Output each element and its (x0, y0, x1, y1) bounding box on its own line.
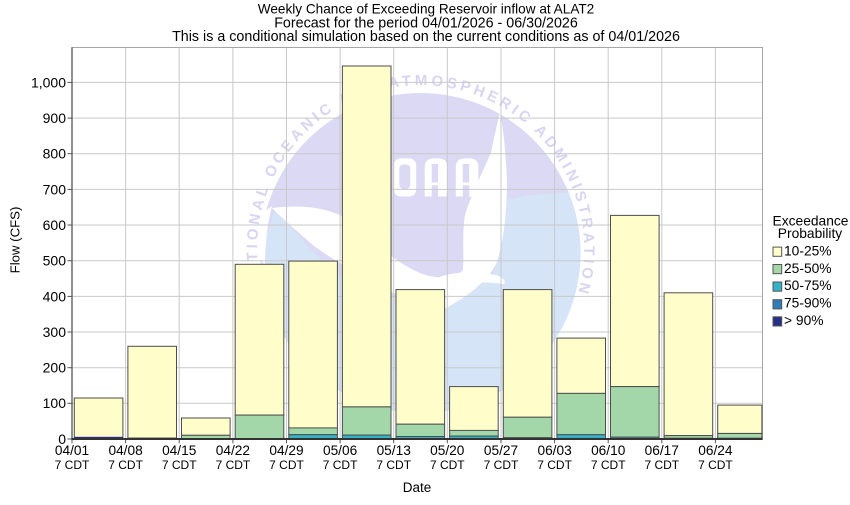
svg-text:05/27: 05/27 (484, 443, 518, 458)
svg-text:200: 200 (43, 360, 67, 376)
svg-text:7 CDT: 7 CDT (323, 458, 358, 472)
svg-text:400: 400 (43, 288, 67, 304)
svg-text:1,000: 1,000 (31, 74, 66, 90)
svg-text:7 CDT: 7 CDT (162, 458, 197, 472)
svg-text:7 CDT: 7 CDT (269, 458, 304, 472)
svg-text:25-50%: 25-50% (784, 261, 832, 276)
svg-text:04/29: 04/29 (269, 443, 303, 458)
svg-text:Forecast for the period 04/01/: Forecast for the period 04/01/2026 - 06/… (274, 15, 578, 31)
svg-text:04/08: 04/08 (108, 443, 143, 458)
svg-text:7 CDT: 7 CDT (644, 458, 679, 472)
svg-text:7 CDT: 7 CDT (591, 458, 626, 472)
svg-text:Weekly Chance of Exceeding Res: Weekly Chance of Exceeding Reservoir inf… (258, 1, 594, 16)
svg-text:05/13: 05/13 (377, 443, 412, 458)
svg-text:100: 100 (43, 395, 67, 411)
svg-text:Date: Date (403, 480, 432, 495)
svg-text:This is a conditional simulati: This is a conditional simulation based o… (172, 29, 680, 45)
svg-text:05/20: 05/20 (430, 443, 465, 458)
svg-text:10-25%: 10-25% (784, 243, 832, 258)
svg-text:06/03: 06/03 (537, 443, 572, 458)
svg-text:06/10: 06/10 (591, 443, 626, 458)
svg-text:> 90%: > 90% (784, 313, 824, 328)
svg-text:04/22: 04/22 (216, 443, 250, 458)
svg-text:7 CDT: 7 CDT (55, 458, 90, 472)
svg-text:700: 700 (43, 181, 67, 197)
svg-text:Flow (CFS): Flow (CFS) (8, 207, 23, 274)
svg-text:75-90%: 75-90% (784, 296, 832, 311)
svg-text:800: 800 (43, 146, 67, 162)
svg-text:7 CDT: 7 CDT (537, 458, 572, 472)
svg-text:900: 900 (43, 110, 67, 126)
svg-text:04/15: 04/15 (162, 443, 197, 458)
svg-text:600: 600 (43, 217, 67, 233)
svg-text:7 CDT: 7 CDT (698, 458, 733, 472)
svg-text:06/17: 06/17 (645, 443, 679, 458)
svg-text:50-75%: 50-75% (784, 278, 832, 293)
svg-text:7 CDT: 7 CDT (216, 458, 251, 472)
svg-text:500: 500 (43, 253, 67, 269)
svg-text:7 CDT: 7 CDT (376, 458, 411, 472)
svg-text:Probability: Probability (778, 226, 843, 241)
svg-text:7 CDT: 7 CDT (108, 458, 143, 472)
svg-text:04/01: 04/01 (55, 443, 89, 458)
svg-text:06/24: 06/24 (698, 443, 733, 458)
svg-text:300: 300 (43, 324, 67, 340)
svg-text:0: 0 (58, 431, 66, 447)
svg-text:05/06: 05/06 (323, 443, 358, 458)
svg-text:7 CDT: 7 CDT (484, 458, 519, 472)
svg-text:7 CDT: 7 CDT (430, 458, 465, 472)
svg-text:Exceedance: Exceedance (773, 213, 849, 228)
